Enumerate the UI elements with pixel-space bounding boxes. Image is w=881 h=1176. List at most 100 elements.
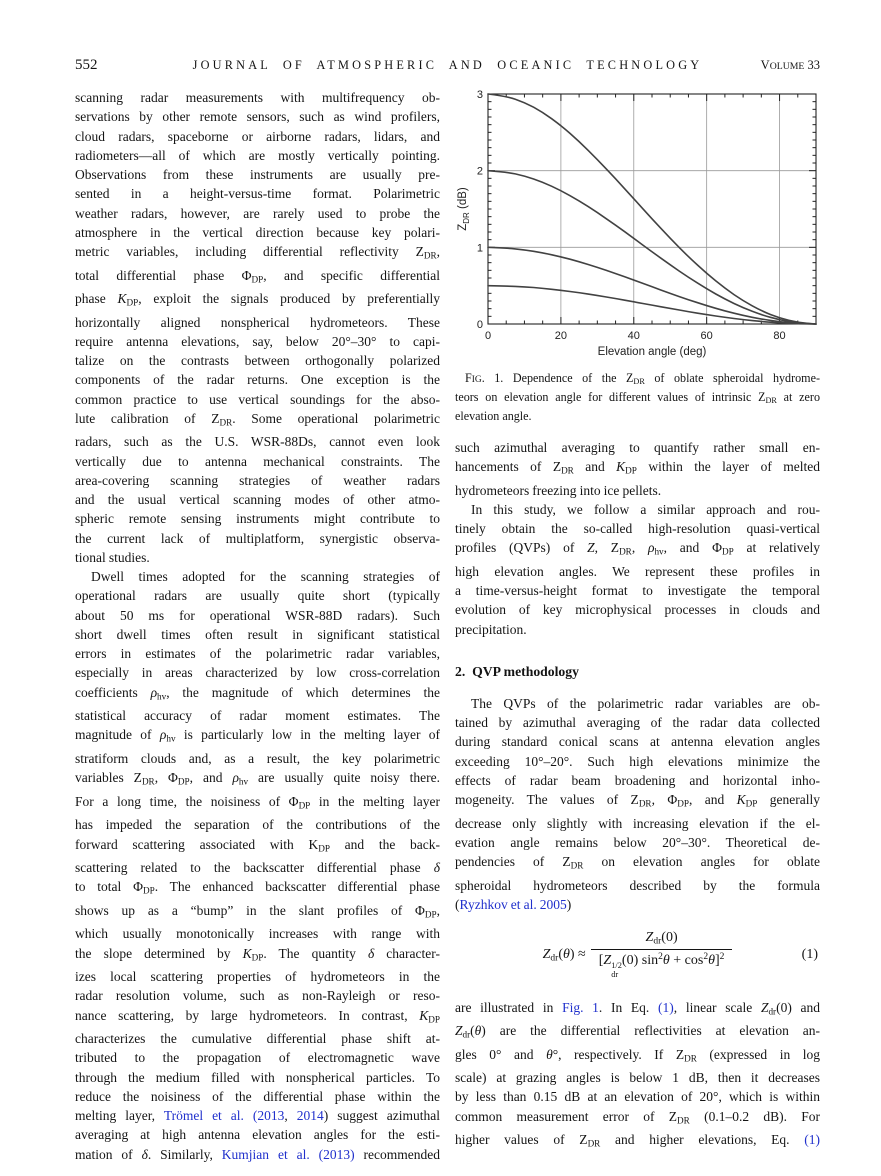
text-line: tional studies.	[75, 548, 440, 567]
page-number: 552	[75, 57, 98, 73]
text-run: melting layer,	[75, 1108, 164, 1124]
text-run: radar resolution volume, such as non-Ray…	[75, 988, 440, 1004]
text-line: by less than 0.15 dB at an elevation of …	[455, 1087, 820, 1106]
text-line: are illustrated in Fig. 1. In Eq. (1), l…	[455, 998, 820, 1022]
citation-link[interactable]: Ryzhkov et al. 2005	[459, 896, 567, 912]
text-run: dr	[462, 1029, 471, 1040]
text-run: (0) and	[776, 999, 821, 1015]
text-run: DR	[619, 546, 632, 557]
text-line: phase KDP, exploit the signals produced …	[75, 289, 440, 313]
text-line: hydrometeors freezing into ice pellets.	[455, 481, 820, 500]
x-tick-label: 0	[485, 330, 491, 342]
text-run: sented in a height-versus-time format. P…	[75, 186, 440, 202]
text-run: lute calibration of Z	[75, 410, 220, 426]
citation-link[interactable]: (1)	[658, 999, 674, 1015]
text-line: radiometers—all of which are mostly vert…	[75, 146, 440, 165]
text-run: variables Z	[75, 770, 142, 786]
text-run: DP	[625, 465, 637, 476]
text-line: Zdr(θ) are the differential reflectiviti…	[455, 1021, 820, 1045]
text-run: forward scattering associated with K	[75, 836, 319, 852]
text-line: characterizes the cumulative differentia…	[75, 1029, 440, 1048]
text-run: F	[465, 371, 472, 385]
text-run: θ	[708, 952, 715, 968]
text-run: ρ	[647, 540, 655, 556]
citation-link[interactable]: Kumjian et al. (2013)	[221, 1146, 355, 1162]
text-run: stratiform clouds and, as a result, the …	[75, 750, 440, 766]
text-run: which usually monotonically increases wi…	[75, 926, 440, 942]
text-line: spheroidal hydrometeors described by the…	[455, 876, 820, 895]
text-run: hancements of Z	[455, 459, 562, 475]
text-run: , and	[688, 792, 737, 808]
text-run: dr	[768, 1005, 777, 1016]
text-run: 2	[719, 951, 725, 962]
text-line: statistical accuracy of radar moment est…	[75, 706, 440, 725]
text-run: tinely obtain the so-called high-resolut…	[455, 521, 820, 537]
text-line: elevation angle.	[455, 409, 820, 425]
text-line: stratiform clouds and, as a result, the …	[75, 749, 440, 768]
text-line: spheric remote sensing instruments might…	[75, 509, 440, 528]
text-run: DR	[219, 417, 233, 428]
text-run: ) suggest azimuthal	[323, 1108, 441, 1124]
text-run: DR	[141, 776, 155, 787]
text-run: DR	[684, 1052, 697, 1063]
text-run: hydrometeors freezing into ice pellets.	[455, 482, 662, 498]
text-run: radars, such as the U.S. WSR-88Ds, canno…	[75, 434, 440, 450]
text-run: DP	[251, 273, 264, 284]
text-line: tributed to the propagation of electroma…	[75, 1048, 440, 1067]
text-run: generally	[757, 792, 820, 808]
text-run: ,	[631, 540, 648, 556]
text-run: of oblate spheroidal hydrome-	[644, 371, 820, 385]
text-line: the current lack of multiplatform, syner…	[75, 529, 440, 548]
text-line: (Ryzhkov et al. 2005)	[455, 895, 820, 914]
text-line: common practice to use vertical sounding…	[75, 390, 440, 409]
text-run: δ	[367, 945, 375, 961]
text-line: area-covering scanning strategies of wea…	[75, 471, 440, 490]
text-run: common measurement error of Z	[455, 1108, 678, 1124]
text-run: . The enhanced backscatter differential …	[154, 879, 441, 895]
text-run: during standard conical scans at antenna…	[455, 734, 820, 750]
text-run: °, respectively. If Z	[552, 1046, 685, 1062]
text-run: higher values of Z	[455, 1132, 588, 1148]
text-run: is particularly low in the melting layer…	[175, 727, 440, 743]
figure-1: 0 20 40 60 80 0 1 2 3 Elevation angle (deg) ZDR (d…	[455, 88, 820, 425]
text-run: . In Eq.	[598, 999, 658, 1015]
text-line: scanning radar measurements with multifr…	[75, 88, 440, 107]
text-line: and the usual vertical scanning modes of…	[75, 490, 440, 509]
citation-link[interactable]: 2014	[296, 1108, 324, 1124]
text-run: spheric remote sensing instruments might…	[75, 511, 440, 527]
y-tick-label: 2	[477, 166, 483, 178]
text-run: (	[455, 896, 460, 912]
text-run: hv	[238, 776, 249, 787]
citation-link[interactable]: Fig. 1	[562, 999, 599, 1015]
text-run: Dwell times adopted for the scanning str…	[91, 569, 440, 585]
text-run: hv	[166, 733, 176, 744]
text-run: magnitude of	[75, 727, 160, 743]
text-run: elevation angle.	[455, 408, 532, 423]
text-line: forward scattering associated with KDP a…	[75, 835, 440, 859]
text-line: tinely obtain the so-called high-resolut…	[455, 519, 820, 538]
text-line: talize on the contrasts between orthogon…	[75, 351, 440, 370]
text-run: mogeneity. The values of Z	[455, 792, 639, 808]
text-run: common practice to use vertical sounding…	[75, 391, 440, 407]
text-run: at relatively	[733, 540, 821, 556]
text-run: Z	[587, 540, 595, 556]
text-run: vertically due to antenna mechanical con…	[75, 453, 440, 469]
text-run: and the usual vertical scanning modes of…	[75, 492, 440, 508]
y-tick-label: 3	[477, 89, 483, 101]
text-line: reduce the noisiness of the differential…	[75, 1087, 440, 1106]
stacked-subsup: 1/2 dr	[611, 960, 622, 979]
citation-link[interactable]: (1)	[804, 1132, 820, 1148]
text-run: hv	[654, 546, 664, 557]
text-run: DP	[298, 800, 311, 810]
text-line: errors in estimates of the polarimetric …	[75, 644, 440, 663]
text-run: mation of	[75, 1146, 142, 1162]
text-run: and higher elevations, Eq.	[600, 1132, 805, 1148]
text-line: metric variables, including differential…	[75, 242, 440, 266]
text-line: melting layer, Trömel et al. (2013, 2014…	[75, 1106, 440, 1125]
citation-link[interactable]: Trömel et al. (2013	[163, 1108, 285, 1124]
text-run: DR	[765, 396, 777, 405]
text-run: servations by other remote sensors, such…	[75, 109, 440, 125]
text-line: mogeneity. The values of ZDR, ΦDP, and K…	[455, 790, 820, 814]
series-line	[487, 93, 817, 325]
text-run: (expressed in log	[696, 1046, 820, 1062]
